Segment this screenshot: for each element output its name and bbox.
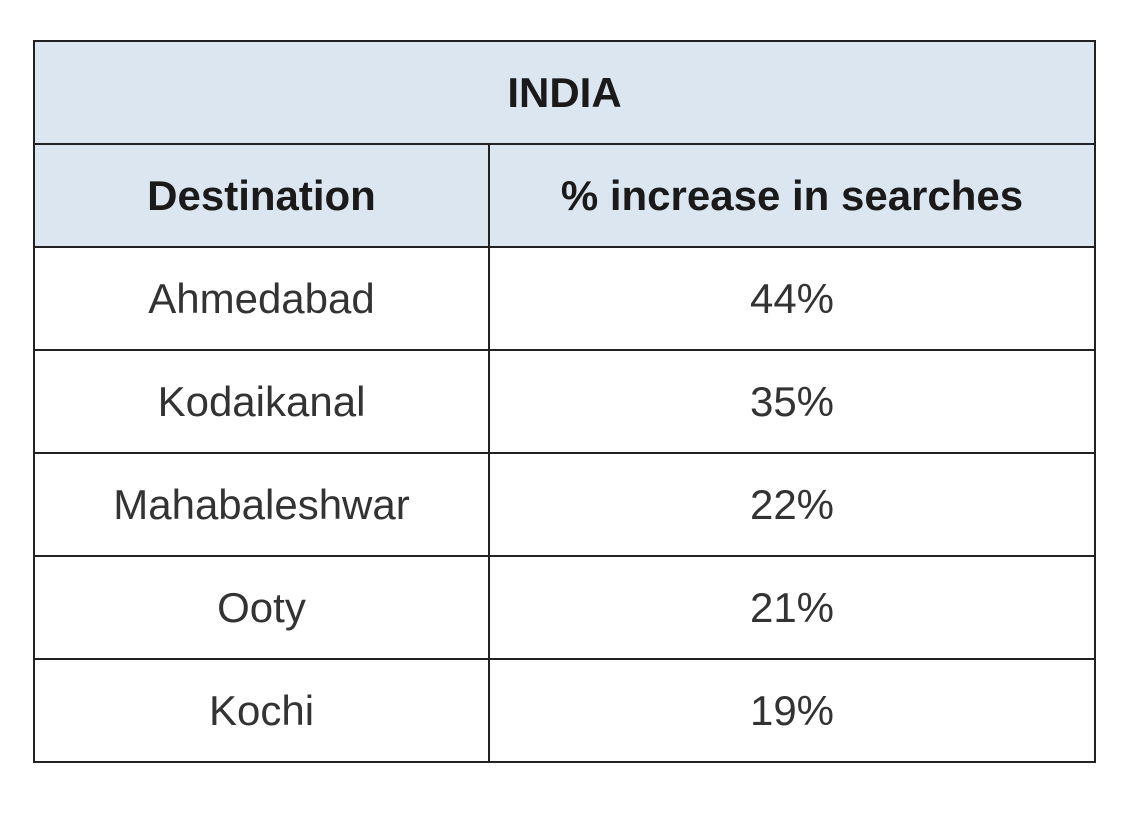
table-row: Kodaikanal 35% [33,349,1096,454]
destination-cell: Ahmedabad [33,246,490,351]
increase-cell: 35% [488,349,1096,454]
increase-cell: 22% [488,452,1096,557]
destination-cell: Ooty [33,555,490,660]
increase-cell: 19% [488,658,1096,763]
destination-cell: Kodaikanal [33,349,490,454]
increase-cell: 44% [488,246,1096,351]
table-row: Mahabaleshwar 22% [33,452,1096,557]
table-row: Kochi 19% [33,658,1096,763]
destination-search-table: INDIA Destination % increase in searches… [33,40,1096,763]
destination-cell: Kochi [33,658,490,763]
table-title: INDIA [33,40,1096,145]
table-row: Ahmedabad 44% [33,246,1096,351]
data-table-container: INDIA Destination % increase in searches… [33,40,1096,763]
table-row: Ooty 21% [33,555,1096,660]
table-title-row: INDIA [33,40,1096,145]
column-header-destination: Destination [33,143,490,248]
increase-cell: 21% [488,555,1096,660]
destination-cell: Mahabaleshwar [33,452,490,557]
table-header-row: Destination % increase in searches [33,143,1096,248]
column-header-increase: % increase in searches [488,143,1096,248]
